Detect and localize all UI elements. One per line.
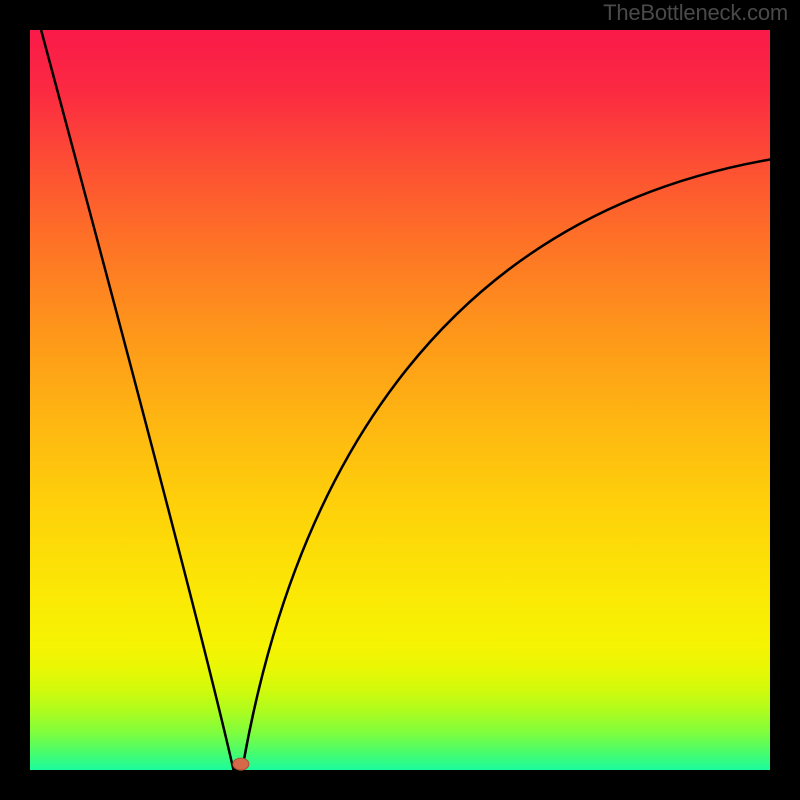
chart-container: TheBottleneck.com <box>0 0 800 800</box>
optimum-marker <box>233 758 249 770</box>
plot-background <box>30 30 770 770</box>
watermark-text: TheBottleneck.com <box>603 0 788 26</box>
bottleneck-chart <box>0 0 800 800</box>
